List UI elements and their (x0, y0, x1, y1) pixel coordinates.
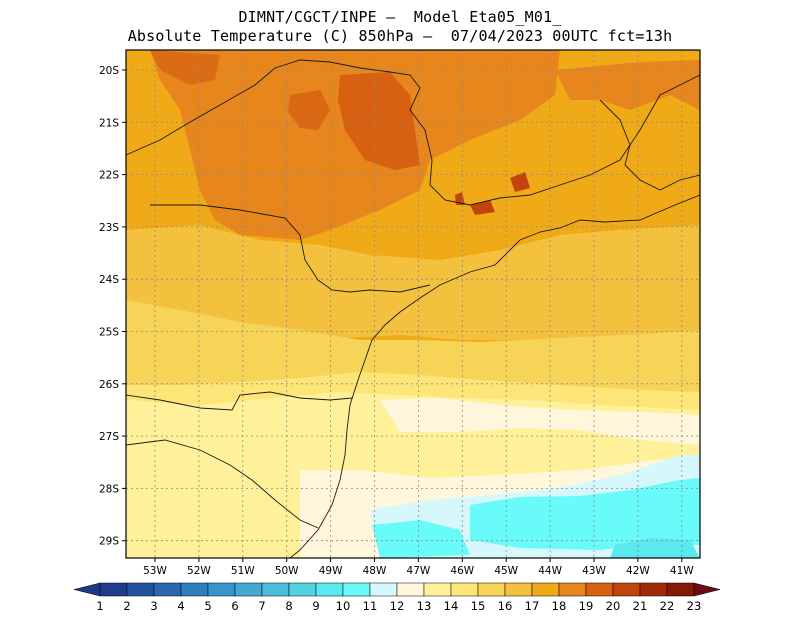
longitude-label: 46W (450, 565, 474, 577)
colorbar-swatch (477, 582, 506, 597)
band-8 (610, 538, 700, 558)
colorbar-swatch (639, 582, 668, 597)
colorbar-swatch (450, 582, 479, 597)
colorbar-label: 15 (471, 599, 486, 613)
colorbar-swatch (180, 582, 209, 597)
longitude-label: 41W (670, 565, 694, 577)
band-11-streak (380, 398, 700, 445)
colorbar-swatch (261, 582, 290, 597)
latitude-label: 22S (99, 170, 119, 182)
state-border-sc-rs (126, 439, 319, 529)
band-14 (126, 300, 700, 400)
colorbar-label: 14 (444, 599, 459, 613)
band-17-east (555, 60, 700, 110)
longitude-label: 42W (626, 565, 650, 577)
latitude-label: 21S (99, 117, 119, 129)
colorbar-swatch (207, 582, 236, 597)
colorbar-swatch (234, 582, 263, 597)
plot-frame (125, 49, 701, 559)
band-18-nw (150, 50, 220, 85)
colorbar-label: 21 (633, 599, 648, 613)
longitude-label: 50W (275, 565, 299, 577)
colorbar-label: 9 (312, 599, 319, 613)
longitude-label: 43W (582, 565, 606, 577)
band-18-core (338, 72, 420, 170)
state-border-sp-pr (150, 204, 431, 293)
colorbar-swatch (288, 582, 317, 597)
colorbar-label: 18 (552, 599, 567, 613)
latitude-label: 23S (99, 222, 119, 234)
colorbar-label: 13 (417, 599, 432, 613)
colorbar-label: 19 (579, 599, 594, 613)
longitude-axis: 53W 52W 51W 50W 49W 48W 47W 46W 45W 44W 43W 42W 41W (143, 558, 694, 577)
colorbar-over-arrow (693, 582, 721, 597)
colorbar-label: 16 (498, 599, 513, 613)
state-border-pr-sc (126, 391, 353, 411)
longitude-label: 44W (538, 565, 562, 577)
graticule (126, 50, 700, 558)
colorbar: 1 2 3 4 5 6 7 8 9 10 11 12 13 14 15 16 17 18 19 20 21 22 23 (73, 582, 721, 613)
colorbar-label: 23 (687, 599, 702, 613)
coastline (289, 194, 700, 558)
colorbar-label: 10 (336, 599, 351, 613)
longitude-label: 51W (231, 565, 255, 577)
colorbar-label: 22 (660, 599, 675, 613)
colorbar-label: 4 (177, 599, 184, 613)
longitude-label: 47W (407, 565, 431, 577)
colorbar-swatch (99, 582, 128, 597)
colorbar-swatch (612, 582, 641, 597)
latitude-label: 27S (99, 431, 119, 443)
colorbar-under-arrow (73, 582, 101, 597)
colorbar-swatch (315, 582, 344, 597)
band-18-west (288, 90, 330, 130)
colorbar-swatch (396, 582, 425, 597)
longitude-label: 52W (187, 565, 211, 577)
longitude-label: 48W (363, 565, 387, 577)
colorbar-label: 7 (258, 599, 265, 613)
colorbar-label: 5 (204, 599, 211, 613)
borders (126, 59, 700, 558)
border-east-mg (599, 99, 700, 191)
colorbar-swatch (423, 582, 452, 597)
latitude-axis: 20S 21S 22S 23S 24S 25S 26S 27S 28S 29S (99, 65, 126, 548)
colorbar-label: 8 (285, 599, 292, 613)
colorbar-swatch (126, 582, 155, 597)
colorbar-swatch (558, 582, 587, 597)
longitude-label: 45W (494, 565, 518, 577)
colorbar-swatch (369, 582, 398, 597)
band-15 (126, 225, 700, 340)
colorbar-label: 6 (231, 599, 238, 613)
colorbar-label: 1 (96, 599, 103, 613)
colorbar-label: 17 (525, 599, 540, 613)
state-border-mg-sp (126, 59, 700, 206)
longitude-label: 53W (143, 565, 167, 577)
colorbar-swatch (666, 582, 695, 597)
colorbar-swatch (585, 582, 614, 597)
colorbar-label: 11 (363, 599, 378, 613)
latitude-label: 26S (99, 379, 119, 391)
colorbar-label: 12 (390, 599, 405, 613)
latitude-label: 20S (99, 65, 119, 77)
map-title-line-2: Absolute Temperature (C) 850hPa – 07/04/… (127, 27, 673, 45)
band-9 (470, 478, 700, 550)
latitude-label: 25S (99, 327, 119, 339)
map-title-line-1: DIMNT/CGCT/INPE – Model Eta05_M01_ (238, 8, 562, 26)
colorbar-swatch (531, 582, 560, 597)
colorbar-label: 3 (150, 599, 157, 613)
latitude-label: 24S (99, 274, 119, 286)
longitude-label: 49W (319, 565, 343, 577)
colorbar-swatch (153, 582, 182, 597)
latitude-label: 28S (99, 483, 119, 495)
colorbar-swatch (342, 582, 371, 597)
temperature-field (126, 50, 700, 558)
colorbar-swatch (504, 582, 533, 597)
band-9-west (372, 520, 470, 558)
latitude-label: 29S (99, 536, 119, 548)
colorbar-label: 2 (123, 599, 130, 613)
colorbar-label: 20 (606, 599, 621, 613)
